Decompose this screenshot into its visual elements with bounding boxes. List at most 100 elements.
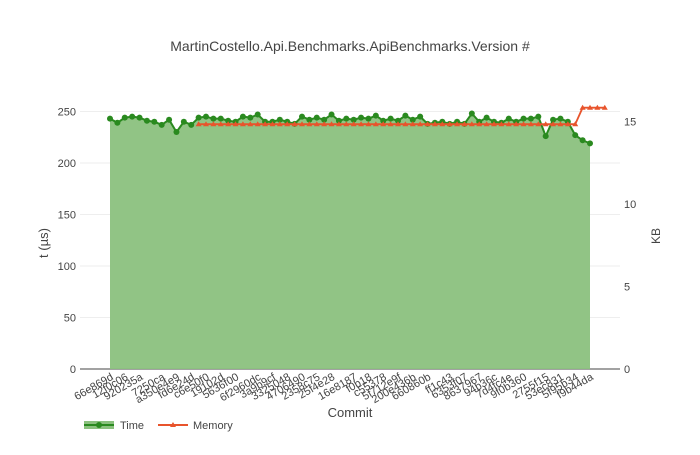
time-point — [254, 111, 261, 118]
memory-point — [372, 121, 379, 127]
x-axis: 66e869d12f0c06920235a7250caa350e4e9fd6e2… — [72, 371, 596, 406]
memory-point — [468, 121, 475, 127]
time-point — [306, 116, 313, 123]
memory-point — [299, 121, 305, 127]
memory-point — [387, 121, 394, 127]
memory-point — [291, 121, 298, 127]
plot-area — [107, 104, 608, 369]
y2-tick-label: 5 — [624, 282, 630, 294]
time-point — [136, 114, 143, 121]
time-point — [343, 115, 350, 122]
memory-point — [409, 121, 416, 127]
time-point — [535, 113, 542, 120]
time-point — [579, 137, 586, 144]
time-point — [468, 110, 475, 117]
time-point — [328, 111, 335, 118]
y2-tick-label: 15 — [624, 117, 636, 129]
memory-point — [343, 121, 350, 127]
memory-point — [254, 121, 261, 127]
time-point — [203, 113, 209, 120]
time-point — [335, 117, 342, 124]
memory-point — [335, 121, 342, 127]
legend-memory-marker — [170, 422, 176, 427]
memory-point — [210, 121, 217, 127]
legend-item-memory[interactable]: Memory — [158, 420, 233, 432]
time-point — [572, 132, 579, 139]
y-tick-label: 150 — [58, 209, 76, 221]
memory-point — [239, 121, 246, 127]
y-tick-label: 250 — [58, 106, 76, 118]
time-point — [210, 115, 217, 122]
memory-point — [232, 121, 239, 127]
y-tick-label: 100 — [58, 261, 76, 273]
memory-point — [550, 121, 557, 127]
memory-point — [203, 121, 209, 127]
memory-point — [321, 121, 328, 127]
time-point — [321, 116, 328, 123]
time-area — [110, 113, 590, 369]
memory-point — [535, 121, 542, 127]
memory-point — [439, 121, 446, 127]
memory-point — [402, 121, 409, 127]
time-point — [151, 118, 158, 125]
memory-point — [269, 121, 276, 127]
memory-point — [491, 121, 497, 127]
legend-memory-label: Memory — [193, 420, 233, 432]
memory-point — [424, 121, 431, 127]
time-point — [195, 114, 202, 121]
memory-point — [601, 104, 608, 110]
time-point — [129, 113, 136, 120]
memory-point — [520, 121, 527, 127]
time-point — [542, 133, 549, 140]
y-axis-title: t (µs) — [36, 228, 51, 258]
y2-tick-label: 10 — [624, 199, 636, 211]
time-point — [409, 116, 416, 123]
time-point — [166, 116, 173, 123]
memory-point — [542, 121, 549, 127]
time-point — [158, 121, 165, 128]
memory-point — [557, 121, 564, 127]
y2-axis-title: KB — [649, 228, 663, 244]
memory-point — [276, 121, 283, 127]
memory-point — [498, 121, 505, 127]
memory-point — [306, 121, 313, 127]
chart-title: MartinCostello.Api.Benchmarks.ApiBenchma… — [170, 38, 530, 54]
legend-time-label: Time — [120, 420, 144, 432]
memory-point — [365, 121, 372, 127]
time-point — [121, 114, 128, 121]
time-point — [114, 119, 121, 126]
memory-point — [262, 121, 269, 127]
time-point — [247, 114, 254, 121]
memory-point — [461, 121, 468, 127]
time-point — [587, 140, 593, 147]
y-tick-label: 200 — [58, 158, 76, 170]
memory-point — [505, 121, 512, 127]
memory-point — [195, 121, 202, 127]
memory-point — [587, 104, 593, 110]
time-point — [372, 112, 379, 119]
memory-point — [380, 121, 387, 127]
legend[interactable]: Time Memory — [84, 420, 233, 432]
time-point — [143, 117, 150, 124]
time-point — [557, 115, 564, 122]
time-point — [505, 115, 512, 122]
legend-item-time[interactable]: Time — [84, 420, 144, 432]
time-point — [365, 115, 372, 122]
time-point — [276, 116, 283, 123]
time-point — [217, 115, 224, 122]
memory-point — [527, 121, 534, 127]
memory-point — [313, 121, 320, 127]
memory-point — [454, 121, 461, 127]
memory-point — [395, 121, 401, 127]
legend-time-marker — [96, 422, 102, 428]
memory-point — [579, 104, 586, 110]
time-point — [225, 117, 232, 124]
memory-point — [284, 121, 291, 127]
time-point — [350, 116, 357, 123]
x-axis-title: Commit — [328, 405, 373, 420]
time-point — [387, 115, 394, 122]
memory-point — [572, 121, 579, 127]
memory-point — [431, 121, 438, 127]
time-point — [299, 113, 305, 120]
